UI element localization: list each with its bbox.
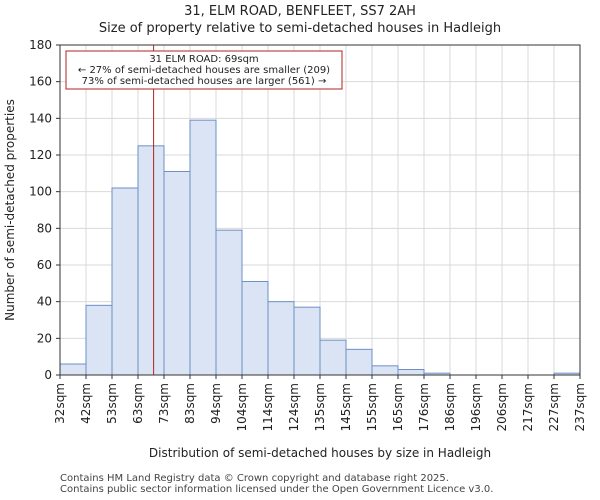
marker-annotation: 31 ELM ROAD: 69sqm ← 27% of semi-detache… (65, 50, 343, 90)
histogram-bar (59, 363, 87, 376)
y-tick-label: 80 (37, 221, 52, 235)
histogram-bar (267, 301, 295, 376)
x-tick-label: 32sqm (53, 383, 67, 424)
x-tick-label: 53sqm (105, 383, 119, 424)
histogram-bar (137, 145, 165, 376)
annotation-line-2: ← 27% of semi-detached houses are smalle… (78, 65, 330, 76)
x-tick-label: 186sqm (443, 383, 457, 431)
histogram-bar (241, 281, 269, 376)
histogram-bar (163, 171, 191, 376)
bars (59, 119, 581, 376)
y-tick-label: 20 (37, 331, 52, 345)
y-tick-label: 100 (29, 185, 52, 199)
x-tick-label: 196sqm (469, 383, 483, 431)
x-tick-label: 42sqm (79, 383, 93, 424)
x-tick-label: 217sqm (521, 383, 535, 431)
plot-frame (59, 44, 581, 376)
footer-licence: Contains public sector information licen… (60, 484, 494, 495)
x-tick-label: 104sqm (235, 383, 249, 431)
x-axis-label: Distribution of semi-detached houses by … (149, 446, 491, 460)
histogram-chart: 0 20 40 60 80 100 120 140 160 180 32sqm 42sqm 53sqm… (3, 38, 587, 460)
histogram-bar (293, 306, 321, 376)
x-tick-label: 63sqm (131, 383, 145, 424)
x-tick-label: 155sqm (365, 383, 379, 431)
histogram-bar (345, 348, 373, 376)
y-tick-label: 160 (29, 75, 52, 89)
x-tick-label: 73sqm (157, 383, 171, 424)
x-tick-label: 114sqm (261, 383, 275, 431)
x-tick-label: 165sqm (391, 383, 405, 431)
y-tick-label: 140 (29, 111, 52, 125)
y-tick-label: 180 (29, 38, 52, 52)
x-tick-label: 206sqm (495, 383, 509, 431)
annotation-line-3: 73% of semi-detached houses are larger (… (82, 76, 327, 87)
histogram-bar (215, 229, 243, 376)
chart-title: 31, ELM ROAD, BENFLEET, SS7 2AH (184, 4, 416, 19)
footer-copyright: Contains HM Land Registry data © Crown c… (60, 473, 449, 484)
x-tick-label: 94sqm (209, 383, 223, 424)
y-tick-label: 60 (37, 258, 52, 272)
x-tick-label: 83sqm (183, 383, 197, 424)
y-axis-ticks: 0 20 40 60 80 100 120 140 160 180 (29, 38, 60, 382)
histogram-bar (111, 187, 139, 376)
y-axis-label: Number of semi-detached properties (3, 99, 17, 321)
x-axis-ticks: 32sqm 42sqm 53sqm 63sqm 73sqm 83sqm 94sqm 104sq… (53, 375, 587, 431)
x-tick-label: 124sqm (287, 383, 301, 431)
chart-subtitle: Size of property relative to semi-detach… (98, 21, 502, 36)
x-tick-label: 176sqm (417, 383, 431, 431)
histogram-bar (85, 304, 113, 376)
histogram-bar (397, 369, 425, 376)
y-tick-label: 0 (44, 368, 52, 382)
x-tick-label: 135sqm (313, 383, 327, 431)
histogram-bar (371, 365, 399, 376)
histogram-bar (189, 119, 217, 376)
annotation-line-1: 31 ELM ROAD: 69sqm (149, 54, 258, 65)
y-tick-label: 120 (29, 148, 52, 162)
x-tick-label: 227sqm (547, 383, 561, 431)
y-tick-label: 40 (37, 295, 52, 309)
x-tick-label: 145sqm (339, 383, 353, 431)
histogram-bar (319, 339, 347, 376)
annotation-box (65, 50, 343, 90)
x-tick-label: 237sqm (573, 383, 587, 431)
